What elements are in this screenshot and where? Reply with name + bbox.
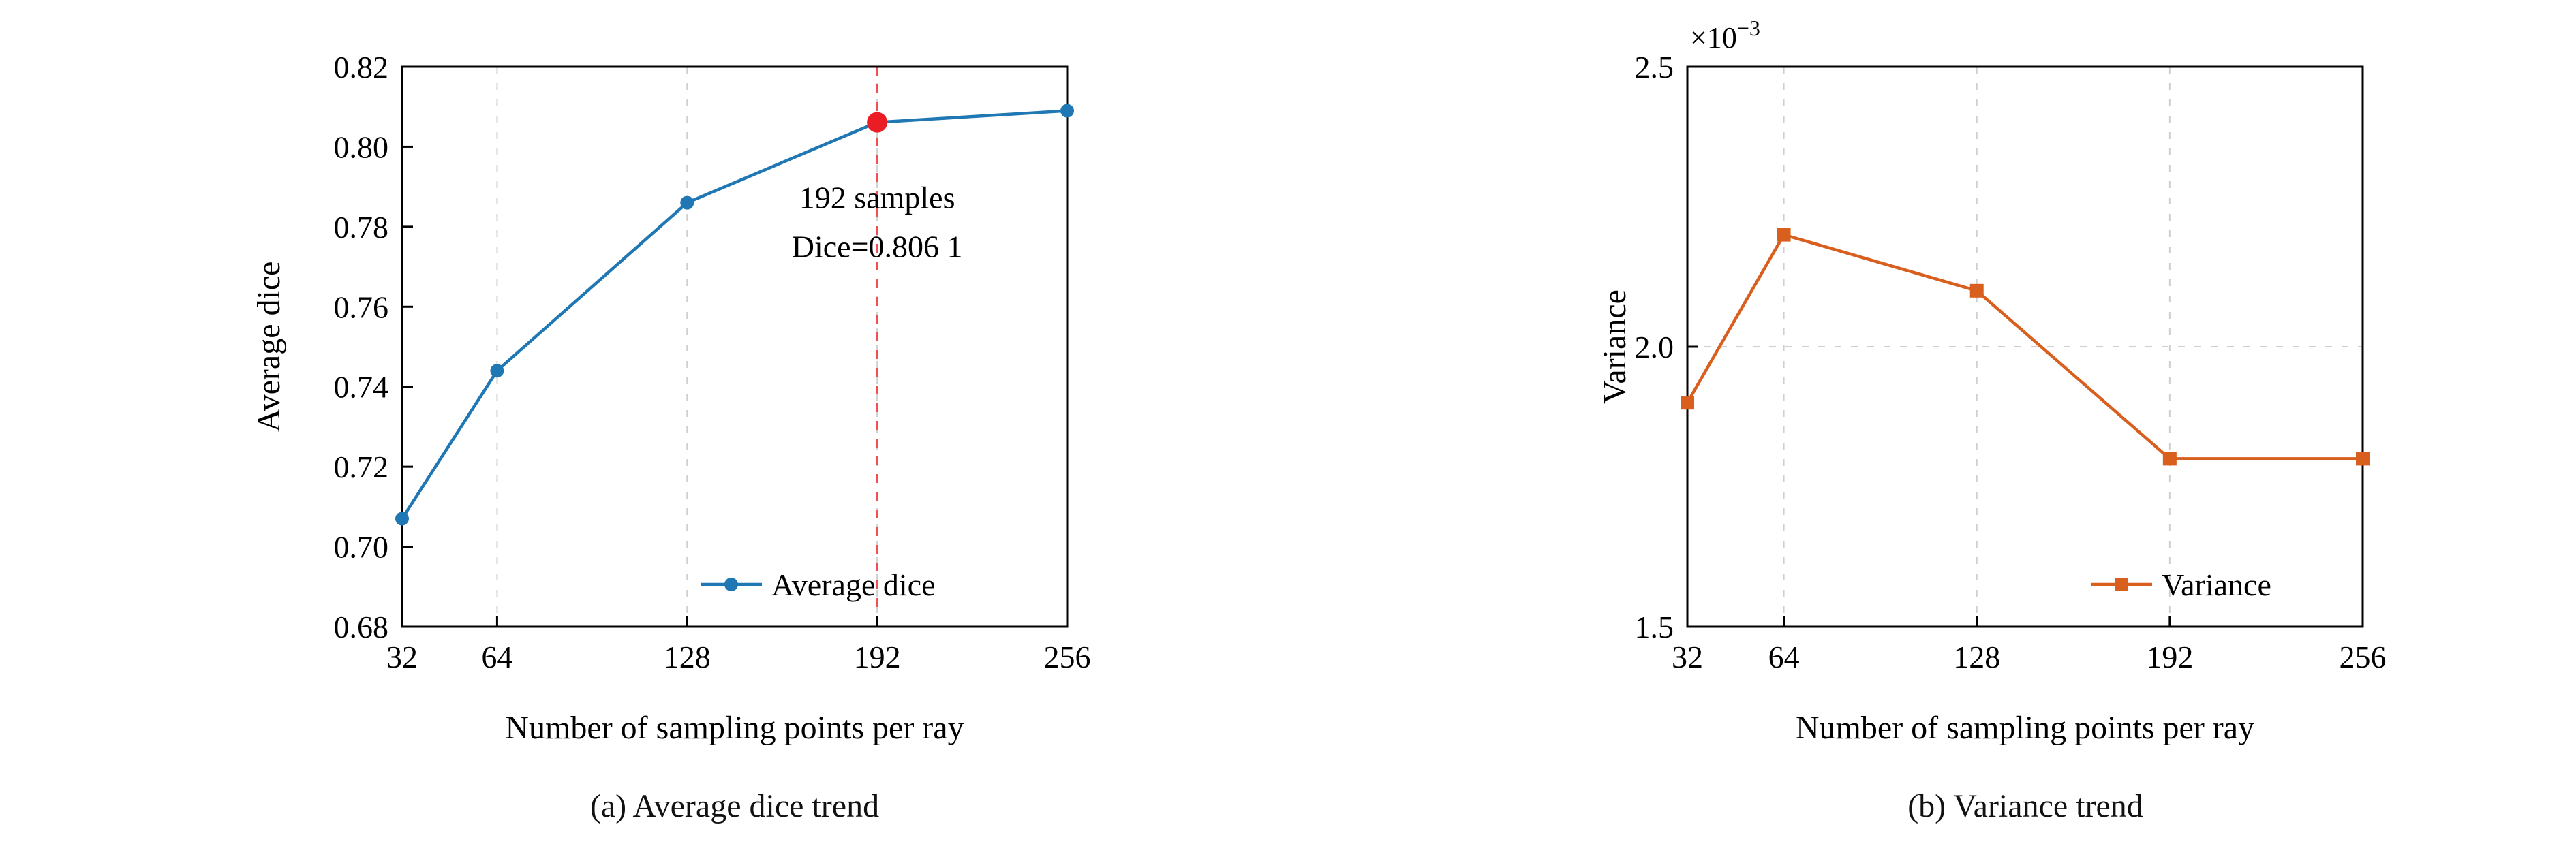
y-tick-label: 0.74 [334, 370, 389, 405]
legend-label: Variance [2162, 567, 2271, 602]
data-point-marker [490, 364, 504, 378]
y-tick-label: 0.78 [334, 210, 389, 245]
x-axis-label: Number of sampling points per ray [505, 710, 964, 746]
legend-label: Average dice [771, 567, 936, 602]
highlight-point [867, 112, 888, 133]
y-tick-label: 0.68 [334, 610, 389, 644]
data-point-marker [395, 512, 409, 526]
x-tick-label: 64 [1768, 640, 1800, 674]
data-point-marker [1681, 396, 1694, 410]
data-point-marker [680, 195, 694, 210]
y-tick-label: 0.70 [334, 530, 389, 565]
caption-average-dice-trend: (a) Average dice trend [589, 788, 880, 824]
x-tick-label: 128 [1953, 640, 2000, 674]
y-tick-label: 0.76 [334, 289, 389, 324]
x-tick-label: 32 [386, 640, 418, 674]
y-axis-label: Variance [1597, 289, 1633, 404]
data-point-marker [1969, 283, 1984, 298]
legend-marker [724, 578, 738, 591]
plot-frame [401, 65, 1069, 628]
variance-chart: 32 64 128 192 256 1.5 2.0 2.5 Number of sampling… [1597, 16, 2387, 746]
x-tick-label: 256 [2340, 640, 2387, 674]
y-tick-label: 0.72 [334, 450, 389, 484]
y-tick-label: 2.0 [1635, 330, 1674, 364]
y-tick-label: 1.5 [1635, 610, 1674, 644]
x-tick-label: 256 [1044, 640, 1091, 674]
caption-variance-trend: (b) Variance trend [1907, 788, 2143, 824]
x-tick-label: 32 [1672, 640, 1703, 674]
data-point-marker [1777, 228, 1791, 242]
annotation-text: Dice=0.806 1 [792, 230, 963, 264]
annotation-text: 192 samples [799, 181, 955, 215]
legend-marker [2115, 578, 2128, 591]
series-line [401, 109, 1068, 520]
y-tick-label: 0.82 [334, 50, 389, 84]
x-tick-label: 64 [481, 640, 512, 674]
y-tick-label: 0.80 [334, 129, 389, 164]
x-axis-label: Number of sampling points per ray [1796, 710, 2254, 746]
data-point-marker [2162, 452, 2177, 466]
x-tick-label: 128 [664, 640, 711, 674]
y-axis-multiplier: ×10−3 [1690, 16, 1760, 54]
y-tick-label: 2.5 [1635, 50, 1674, 84]
data-point-marker [1060, 104, 1074, 118]
x-tick-label: 192 [854, 640, 901, 674]
average-dice-chart: 32 64 128 192 256 0.68 0.70 0.72 0.74 0.76 0.78 0.8… [251, 50, 1091, 746]
data-point-marker [2356, 452, 2370, 466]
x-tick-label: 192 [2146, 640, 2193, 674]
y-axis-label: Average dice [251, 262, 287, 433]
